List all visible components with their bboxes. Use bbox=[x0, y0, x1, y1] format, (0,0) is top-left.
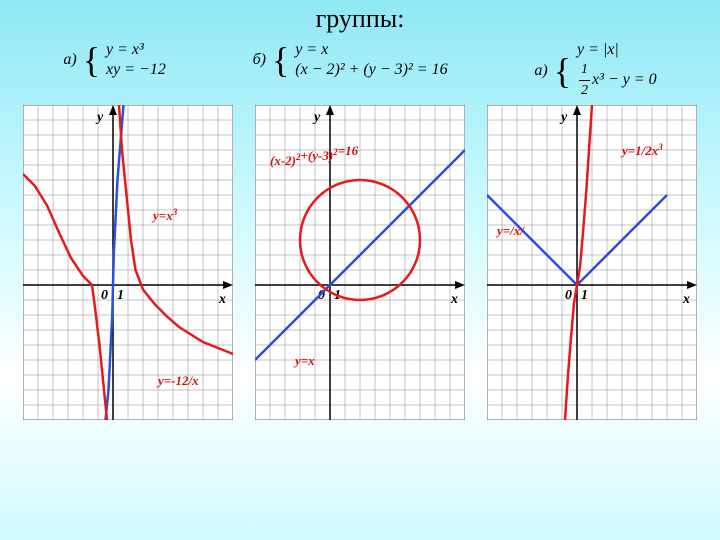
svg-text:y=1/2x3: y=1/2x3 bbox=[620, 142, 663, 158]
plot-c: x y 01 y=/x/y=1/2x3 bbox=[487, 105, 697, 420]
brace-icon: { bbox=[554, 53, 571, 89]
svg-text:y=x: y=x bbox=[293, 353, 315, 368]
eq-a-line2: xy = −12 bbox=[106, 60, 166, 80]
brace-icon: { bbox=[83, 42, 100, 78]
page-title: группы: bbox=[0, 0, 720, 34]
eq-b-letter: б) bbox=[253, 51, 266, 68]
equations-row: а) { y = x³ xy = −12 б) { y = x (x − 2)²… bbox=[0, 40, 720, 101]
svg-text:x: x bbox=[450, 292, 458, 307]
svg-text:y=/x/: y=/x/ bbox=[495, 223, 525, 238]
eq-c-line2: 12x³ − y = 0 bbox=[577, 60, 657, 101]
svg-text:0: 0 bbox=[101, 288, 108, 303]
brace-icon: { bbox=[272, 42, 289, 78]
eq-c-line1: y = |x| bbox=[577, 40, 657, 60]
svg-text:x: x bbox=[218, 292, 226, 307]
svg-text:y=-12/x: y=-12/x bbox=[156, 373, 199, 388]
svg-text:x: x bbox=[682, 292, 690, 307]
svg-text:0: 0 bbox=[565, 288, 572, 303]
eq-b-line1: y = x bbox=[295, 40, 447, 60]
svg-text:1: 1 bbox=[581, 288, 588, 303]
eq-group-a: а) { y = x³ xy = −12 bbox=[63, 40, 165, 101]
eq-a-line1: y = x³ bbox=[106, 40, 166, 60]
eq-group-b: б) { y = x (x − 2)² + (y − 3)² = 16 bbox=[253, 40, 448, 101]
plot-a: xy01y=x3y=-12/x bbox=[23, 105, 233, 420]
eq-group-c: а) { y = |x| 12x³ − y = 0 bbox=[534, 40, 656, 101]
eq-a-letter: а) bbox=[63, 51, 76, 68]
svg-text:y: y bbox=[312, 110, 321, 125]
eq-c-letter: а) bbox=[534, 62, 547, 79]
svg-text:y: y bbox=[95, 110, 104, 125]
svg-text:y: y bbox=[559, 110, 568, 125]
eq-b-line2: (x − 2)² + (y − 3)² = 16 bbox=[295, 60, 447, 80]
svg-text:1: 1 bbox=[117, 288, 124, 303]
plot-b: xy01y=x(x-2)2+(y-3)2=16 bbox=[255, 105, 465, 420]
plots-row: xy01y=x3y=-12/x xy01y=x(x-2)2+(y-3)2=16 … bbox=[0, 105, 720, 420]
